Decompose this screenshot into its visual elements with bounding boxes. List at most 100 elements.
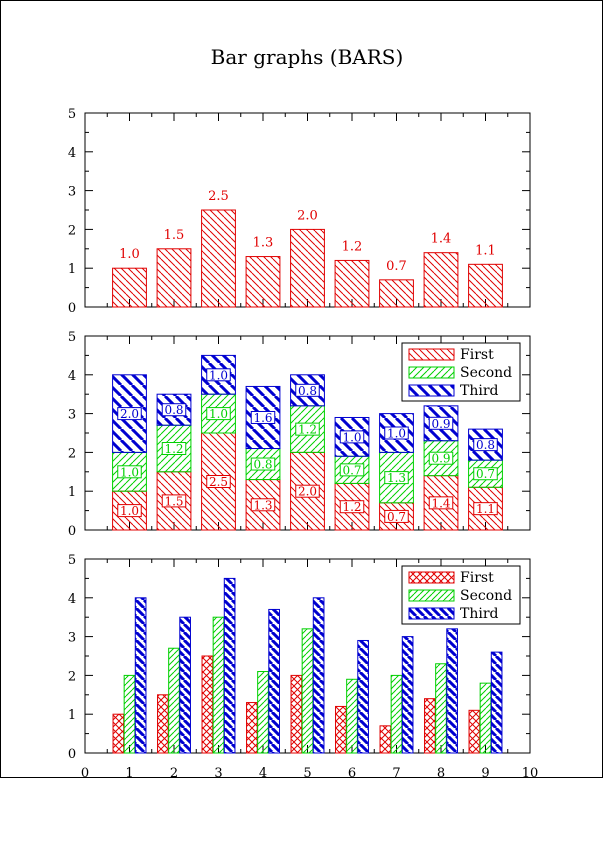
y-tick-label: 2 (68, 446, 76, 461)
data-label: 1.0 (120, 504, 139, 518)
legend-swatch (408, 366, 455, 379)
data-label: 0.7 (342, 463, 361, 477)
data-label: 0.8 (476, 438, 495, 452)
x-tick-label: 5 (303, 766, 311, 781)
data-label-box (473, 502, 498, 516)
bar (112, 267, 147, 308)
grouped-bar (390, 674, 403, 754)
grouped-bar (123, 674, 136, 754)
data-label: 0.7 (387, 510, 406, 524)
data-label-box (161, 403, 187, 417)
data-label-box (250, 457, 276, 471)
grouped-bar (446, 628, 458, 754)
bar (468, 263, 503, 308)
x-tick-label: 6 (348, 766, 356, 781)
chart-title: Bar graphs (BARS) (211, 45, 404, 69)
bar (423, 252, 459, 308)
data-label: 2.0 (120, 407, 139, 421)
data-label: 0.8 (298, 384, 317, 398)
data-label-box (250, 410, 276, 424)
bar (334, 259, 370, 308)
grouped-bar (424, 698, 436, 754)
legend-label: Second (460, 365, 512, 381)
y-tick-label: 3 (68, 631, 76, 646)
data-label: 0.9 (431, 452, 450, 466)
legend-label: First (460, 347, 494, 363)
data-label: 1.1 (476, 502, 495, 516)
grouped-bar (201, 655, 214, 754)
data-label: 1.0 (342, 430, 361, 444)
y-tick-label: 2 (68, 669, 76, 684)
bar-value-label: 1.3 (253, 236, 274, 251)
grouped-bar (257, 671, 269, 754)
bar (379, 279, 414, 308)
panel-2: 0 1 2 3 4 5 1.0 1.0 2.0 1.5 1.2 0.8 2.5 1.0 1.0 1.3 0.8 1… (68, 330, 531, 539)
grouped-bar (379, 725, 392, 754)
y-tick-label: 5 (68, 107, 76, 122)
legend-swatch (408, 384, 455, 397)
data-label-box (161, 494, 187, 508)
y-tick-label: 1 (68, 262, 76, 277)
legend-swatch (408, 348, 455, 361)
bar-value-label: 1.0 (119, 247, 140, 262)
data-label: 1.2 (342, 500, 361, 514)
data-label: 1.2 (164, 442, 183, 456)
legend-label: First (460, 570, 494, 586)
grouped-bar (246, 702, 258, 754)
grouped-bar (290, 674, 303, 754)
data-label-box (473, 438, 498, 452)
grouped-bar (346, 678, 358, 754)
y-tick-label: 4 (68, 369, 76, 384)
data-label: 0.8 (253, 458, 272, 472)
grouped-bar (490, 651, 503, 754)
grouped-bar (312, 597, 325, 754)
legend-swatch (408, 571, 455, 584)
data-label-box (295, 383, 320, 397)
y-tick-label: 1 (68, 485, 76, 500)
data-label: 2.5 (209, 475, 228, 489)
bar (201, 209, 236, 308)
grouped-bar (301, 628, 314, 754)
x-tick-label: 7 (392, 766, 400, 781)
bar (245, 256, 281, 308)
data-label-box (250, 498, 276, 512)
data-label-box (473, 467, 498, 481)
data-label: 0.8 (164, 403, 183, 417)
bar-value-label: 2.5 (208, 189, 229, 204)
grouped-bar (435, 663, 447, 754)
data-label: 1.0 (209, 407, 228, 421)
legend-label: Third (460, 606, 499, 622)
y-tick-label: 0 (68, 747, 76, 762)
legend-swatch (408, 607, 455, 620)
grouped-bar (157, 694, 169, 754)
data-label: 1.6 (253, 411, 272, 425)
y-tick-label: 5 (68, 330, 76, 345)
x-tick-label: 8 (437, 766, 445, 781)
x-tick-label: 2 (170, 766, 178, 781)
grouped-bar (212, 616, 225, 754)
grouped-bar (223, 577, 236, 754)
y-tick-label: 4 (68, 146, 76, 161)
bar-value-label: 1.5 (164, 228, 185, 243)
data-label-box (428, 451, 454, 465)
data-label-box (339, 463, 365, 477)
data-label: 0.7 (476, 467, 495, 481)
bar-value-label: 1.1 (475, 243, 496, 258)
data-label: 0.9 (431, 417, 450, 431)
data-label-box (384, 471, 409, 485)
data-label-box (295, 422, 320, 436)
bar-value-label: 1.2 (342, 239, 363, 254)
data-label: 1.3 (253, 498, 272, 512)
data-label-box (339, 430, 365, 444)
data-label-box (428, 416, 454, 430)
data-label: 1.0 (387, 427, 406, 441)
bar-value-label: 1.4 (431, 232, 452, 247)
bar-value-label: 2.0 (297, 208, 318, 223)
data-label: 1.2 (298, 423, 317, 437)
data-label-box (295, 484, 320, 498)
legend-label: Third (460, 383, 499, 399)
y-tick-label: 5 (68, 553, 76, 568)
y-tick-label: 3 (68, 408, 76, 423)
grouped-bar (401, 636, 414, 754)
y-tick-label: 4 (68, 592, 76, 607)
